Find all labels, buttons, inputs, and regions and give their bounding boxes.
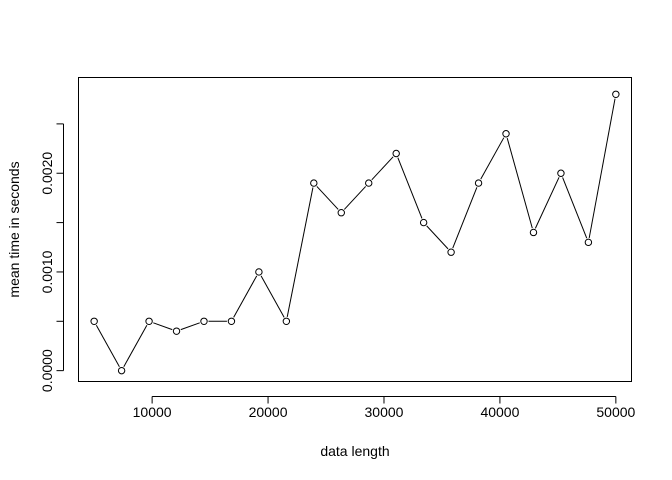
series-line-segment — [562, 177, 588, 239]
y-axis: 0.0000 0.0010 0.0020 — [39, 123, 64, 392]
data-point — [612, 90, 620, 98]
series-line-segment — [426, 225, 449, 250]
x-tick-label: 10000 — [133, 404, 172, 420]
data-point — [419, 218, 428, 227]
data-point — [255, 268, 263, 276]
x-axis: 10000 20000 30000 40000 50000 — [133, 396, 636, 420]
data-point — [172, 327, 181, 335]
series-line-segment — [286, 187, 314, 317]
data-point — [447, 248, 455, 256]
data-point — [392, 149, 400, 158]
x-tick-label: 40000 — [480, 404, 519, 420]
series-line-segment — [506, 137, 533, 229]
series-line-segment — [371, 156, 394, 181]
data-point — [117, 366, 126, 375]
y-axis-title: mean time in seconds — [6, 161, 22, 297]
series-line-segment — [153, 322, 173, 331]
plot-area-border — [78, 77, 632, 382]
data-point — [337, 209, 345, 217]
data-point — [584, 238, 593, 247]
series-line-segment — [452, 187, 478, 249]
series-line-segment — [180, 322, 200, 331]
data-point — [502, 130, 510, 138]
data-point — [529, 228, 538, 237]
series-line-segment — [588, 98, 616, 238]
y-tick-label: 0.0000 — [39, 349, 55, 392]
data-point — [557, 169, 565, 177]
data-point — [145, 317, 153, 325]
series-line-segment — [95, 324, 120, 367]
y-tick-label: 0.0020 — [39, 152, 55, 195]
series-line-segment — [316, 186, 339, 210]
series-layer — [90, 90, 620, 375]
series-line-segment — [397, 157, 423, 219]
series-line-segment — [534, 177, 560, 229]
series-line-segment — [260, 275, 285, 318]
data-point — [227, 317, 236, 325]
series-line-segment — [233, 275, 258, 318]
x-tick-label: 50000 — [596, 404, 635, 420]
data-point — [282, 317, 291, 325]
x-tick-label: 20000 — [249, 404, 288, 420]
series-line-segment — [343, 186, 367, 210]
data-point — [310, 179, 318, 187]
series-line-segment — [480, 137, 505, 180]
data-point — [200, 317, 208, 325]
data-point — [474, 179, 483, 187]
y-tick-label: 0.0010 — [39, 250, 55, 293]
data-point — [90, 317, 98, 325]
x-tick-label: 30000 — [365, 404, 404, 420]
x-axis-title: data length — [320, 443, 389, 459]
data-point — [365, 179, 373, 187]
series-line-segment — [123, 324, 148, 367]
